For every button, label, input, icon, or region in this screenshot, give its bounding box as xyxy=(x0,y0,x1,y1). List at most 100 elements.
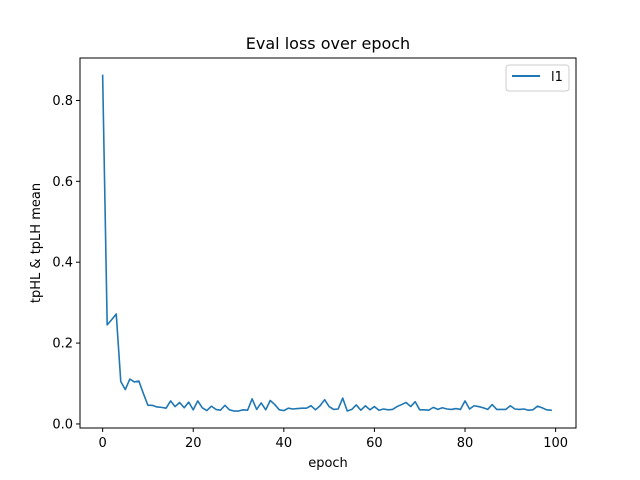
data-point xyxy=(451,409,453,411)
data-point xyxy=(170,400,172,402)
data-point xyxy=(161,407,163,409)
data-point xyxy=(478,406,480,408)
data-point xyxy=(510,405,512,407)
data-point xyxy=(301,407,303,409)
data-point xyxy=(496,409,498,411)
data-point xyxy=(342,397,344,399)
data-point xyxy=(297,408,299,410)
data-point xyxy=(392,409,394,411)
data-point xyxy=(365,405,367,407)
data-point xyxy=(211,405,213,407)
data-point xyxy=(356,404,358,406)
data-point xyxy=(414,401,416,403)
data-point xyxy=(134,381,136,383)
data-point xyxy=(482,407,484,409)
data-point xyxy=(238,410,240,412)
data-point xyxy=(387,409,389,411)
x-axis-label: epoch xyxy=(308,456,348,471)
data-point xyxy=(419,409,421,411)
data-point xyxy=(337,408,339,410)
data-point xyxy=(519,409,521,411)
data-point xyxy=(192,409,194,411)
data-point xyxy=(174,406,176,408)
data-point xyxy=(256,409,258,411)
x-tick-label: 0 xyxy=(99,436,107,451)
x-tick-label: 60 xyxy=(366,436,383,451)
data-point xyxy=(378,409,380,411)
legend: l1 xyxy=(505,64,570,92)
data-point xyxy=(528,409,530,411)
x-tick-label: 20 xyxy=(185,436,202,451)
data-point xyxy=(102,75,104,77)
data-point xyxy=(460,409,462,411)
data-point xyxy=(514,408,516,410)
data-point xyxy=(111,319,113,321)
data-point xyxy=(247,409,249,411)
data-point xyxy=(310,405,312,407)
x-tick-label: 80 xyxy=(457,436,474,451)
data-point xyxy=(491,404,493,406)
data-point xyxy=(292,408,294,410)
plot-area xyxy=(80,58,576,428)
data-point xyxy=(446,408,448,410)
data-point xyxy=(269,400,271,402)
data-point xyxy=(152,405,154,407)
data-point xyxy=(500,409,502,411)
data-point xyxy=(487,409,489,411)
data-point xyxy=(220,409,222,411)
y-axis-ticks: 0.0 0.2 0.4 0.6 0.8 xyxy=(52,94,80,432)
data-point xyxy=(383,408,385,410)
data-point xyxy=(120,381,122,383)
data-point xyxy=(143,393,145,395)
data-point xyxy=(215,409,217,411)
data-point xyxy=(541,407,543,409)
y-axis-label: tpHL & tpLH mean xyxy=(29,183,44,303)
data-point xyxy=(106,324,108,326)
data-point xyxy=(464,400,466,402)
data-point xyxy=(324,399,326,401)
legend-label-l1: l1 xyxy=(551,70,563,85)
data-point xyxy=(283,410,285,412)
data-point xyxy=(188,401,190,403)
data-point xyxy=(428,409,430,411)
data-point xyxy=(405,402,407,404)
data-point xyxy=(360,409,362,411)
data-point xyxy=(274,404,276,406)
data-point xyxy=(242,409,244,411)
data-point xyxy=(469,408,471,410)
y-tick-label: 0.8 xyxy=(52,94,73,109)
data-point xyxy=(369,409,371,411)
data-point xyxy=(537,405,539,407)
series-line-l1 xyxy=(101,74,552,412)
y-tick-label: 0.2 xyxy=(52,337,73,352)
data-point xyxy=(523,408,525,410)
data-point xyxy=(351,409,353,411)
data-point xyxy=(346,410,348,412)
data-point xyxy=(532,409,534,411)
x-axis-ticks: 0 20 40 60 80 100 xyxy=(99,428,568,451)
data-point xyxy=(147,405,149,407)
series-layer xyxy=(101,74,552,412)
data-point xyxy=(333,409,335,411)
data-point xyxy=(197,400,199,402)
data-point xyxy=(179,402,181,404)
data-point xyxy=(437,409,439,411)
data-point xyxy=(396,406,398,408)
data-point xyxy=(306,407,308,409)
plot-frame xyxy=(79,57,577,429)
data-point xyxy=(125,389,127,391)
chart-title: Eval loss over epoch xyxy=(246,34,410,53)
x-tick-label: 40 xyxy=(276,436,293,451)
y-tick-label: 0.6 xyxy=(52,175,73,190)
data-point xyxy=(115,313,117,315)
data-point xyxy=(288,407,290,409)
data-point xyxy=(546,409,548,411)
data-point xyxy=(233,410,235,412)
data-point xyxy=(138,380,140,382)
data-point xyxy=(260,402,262,404)
data-point xyxy=(455,408,457,410)
data-point xyxy=(315,409,317,411)
data-point xyxy=(265,409,267,411)
data-point xyxy=(410,406,412,408)
